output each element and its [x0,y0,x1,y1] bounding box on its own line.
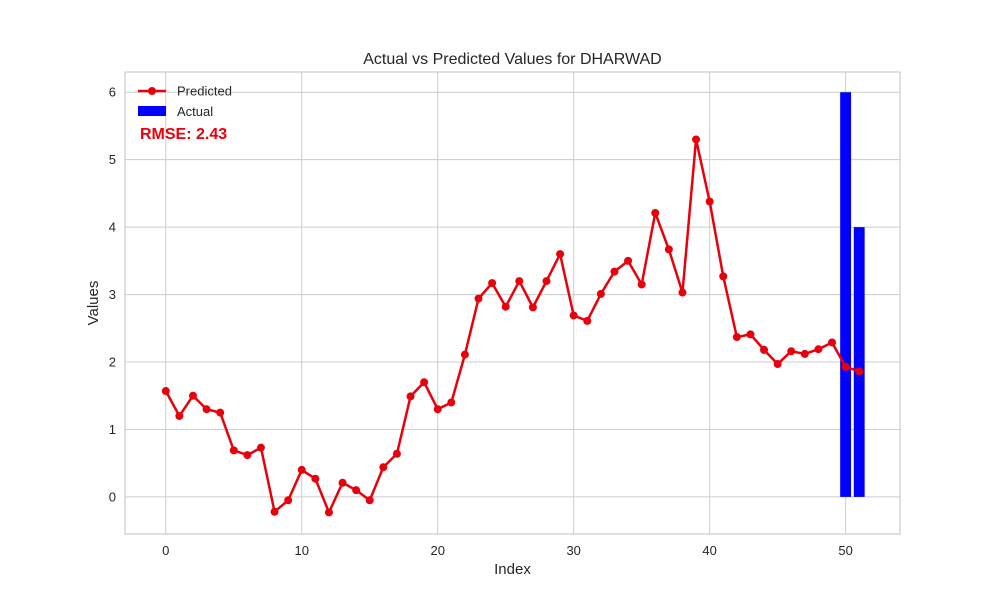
x-tick-label: 0 [162,543,169,558]
legend-actual-swatch [138,106,166,116]
predicted-point [365,496,374,505]
predicted-series [161,135,864,517]
x-tick-label: 50 [838,543,852,558]
predicted-point [814,345,823,354]
predicted-point [637,280,646,289]
predicted-point [841,362,850,371]
predicted-point [161,387,170,396]
predicted-point [800,349,809,358]
predicted-point [787,347,796,356]
predicted-point [392,449,401,458]
x-tick-label: 30 [566,543,580,558]
predicted-point [188,391,197,400]
legend-predicted-label: Predicted [177,84,232,99]
rmse-annotation: RMSE: 2.43 [140,126,227,143]
predicted-point [420,378,429,387]
predicted-point [447,398,456,407]
plot-frame [124,71,901,535]
predicted-point [216,408,225,417]
predicted-point [202,405,211,414]
y-tick-label: 1 [109,422,116,437]
predicted-point [311,474,320,483]
predicted-point [338,478,347,487]
legend: Predicted Actual [138,84,232,119]
predicted-point [501,302,510,311]
predicted-point [760,345,769,354]
predicted-point [528,303,537,312]
predicted-point [270,507,279,516]
plot-area [125,72,900,534]
x-tick-label: 20 [430,543,444,558]
predicted-point [773,360,782,369]
y-axis-title: Values [85,281,102,326]
actual-bars [840,92,865,497]
predicted-point [324,508,333,517]
chart-title: Actual vs Predicted Values for DHARWAD [363,51,661,68]
predicted-point [243,451,252,460]
predicted-point [515,277,524,286]
predicted-line [164,138,860,514]
predicted-point [379,463,388,472]
predicted-point [229,446,238,455]
legend-predicted-marker [148,87,156,95]
predicted-point [474,294,483,303]
predicted-point [732,333,741,342]
predicted-point [828,338,837,347]
predicted-point [692,135,701,144]
predicted-point [460,350,469,359]
predicted-point [651,208,660,217]
predicted-point [746,330,755,339]
predicted-point [284,496,293,505]
predicted-point [297,465,306,474]
predicted-point [352,486,361,495]
predicted-point [624,256,633,265]
predicted-point [175,411,184,420]
y-tick-label: 2 [109,355,116,370]
predicted-point [719,272,728,281]
y-tick-label: 0 [109,489,116,504]
predicted-point [705,197,714,206]
predicted-point [610,267,619,276]
x-axis-title: Index [494,561,531,578]
predicted-point [664,245,673,254]
predicted-point [678,288,687,297]
predicted-point [488,279,497,288]
x-tick-label: 40 [702,543,716,558]
y-tick-label: 6 [109,85,116,100]
predicted-point [406,392,415,401]
y-tick-label: 4 [109,220,116,235]
predicted-point [556,250,565,259]
predicted-point [583,316,592,325]
legend-actual-label: Actual [177,104,213,119]
predicted-point [433,405,442,414]
predicted-point [855,367,864,376]
y-tick-label: 5 [109,152,116,167]
x-tick-label: 10 [295,543,309,558]
tick-labels: 0 10 20 30 40 50 0 1 2 3 4 5 6 [109,85,853,558]
predicted-point [596,289,605,298]
y-tick-label: 3 [109,287,116,302]
predicted-point [569,311,578,320]
actual-bar [840,92,852,497]
actual-bar [853,227,865,497]
predicted-point [542,277,551,286]
predicted-point [256,443,265,452]
